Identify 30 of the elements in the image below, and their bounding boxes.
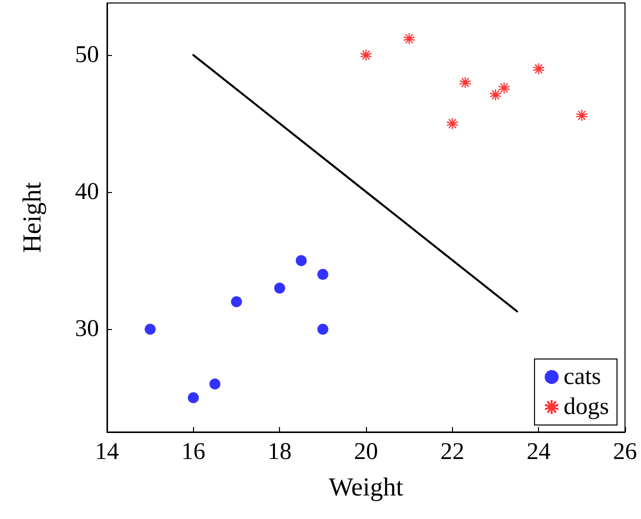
point xyxy=(446,118,458,130)
point xyxy=(489,88,502,101)
x-tick-label: 22 xyxy=(440,439,464,465)
y-tick-label: 30 xyxy=(75,316,99,342)
x-tick-label: 14 xyxy=(95,439,119,465)
point xyxy=(576,109,588,122)
point xyxy=(274,282,286,294)
point xyxy=(403,32,416,45)
point xyxy=(296,255,307,266)
point xyxy=(231,296,242,308)
x-tick-label: 20 xyxy=(354,439,378,465)
x-axis-title: Weight xyxy=(328,472,404,502)
point xyxy=(459,76,472,89)
x-tick-label: 24 xyxy=(526,439,551,465)
legend-label: dogs xyxy=(564,394,610,420)
point xyxy=(498,82,510,94)
point xyxy=(144,324,156,335)
point xyxy=(188,392,199,404)
y-axis-title: Height xyxy=(18,181,46,253)
y-tick-label: 40 xyxy=(75,179,99,206)
x-tick-label: 26 xyxy=(613,439,637,465)
x-tick-label: 18 xyxy=(268,439,292,465)
point xyxy=(532,62,545,75)
point xyxy=(209,378,220,390)
x-tick-label: 16 xyxy=(181,439,206,465)
point xyxy=(317,268,328,280)
point xyxy=(317,324,328,335)
point xyxy=(360,48,372,62)
legend-label: cats xyxy=(564,364,601,390)
y-tick-label: 50 xyxy=(75,42,99,68)
